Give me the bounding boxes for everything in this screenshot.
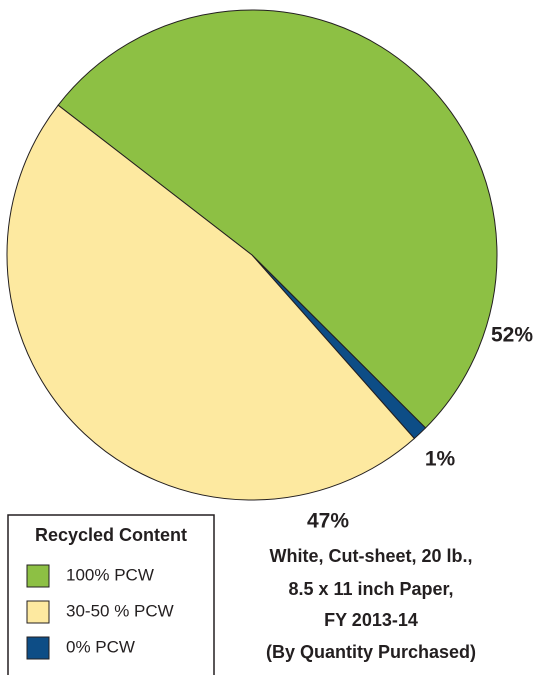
chart-title: White, Cut-sheet, 20 lb., xyxy=(269,546,472,566)
chart-title: FY 2013-14 xyxy=(324,610,418,630)
data-label: 47% xyxy=(307,510,349,533)
legend-label: 100% PCW xyxy=(66,565,154,584)
pie-slice xyxy=(57,9,498,429)
data-label: 1% xyxy=(425,448,456,471)
legend-swatch xyxy=(26,636,50,660)
chart-title: (By Quantity Purchased) xyxy=(266,642,476,662)
pie-slice xyxy=(6,104,416,501)
legend-title: Recycled Content xyxy=(35,525,187,545)
legend-label: 0% PCW xyxy=(66,637,135,656)
legend-label: 30-50 % PCW xyxy=(66,601,174,620)
legend-swatch xyxy=(26,600,50,624)
chart-title: 8.5 x 11 inch Paper, xyxy=(288,579,453,599)
data-label: 52% xyxy=(491,324,533,347)
legend-swatch xyxy=(26,564,50,588)
